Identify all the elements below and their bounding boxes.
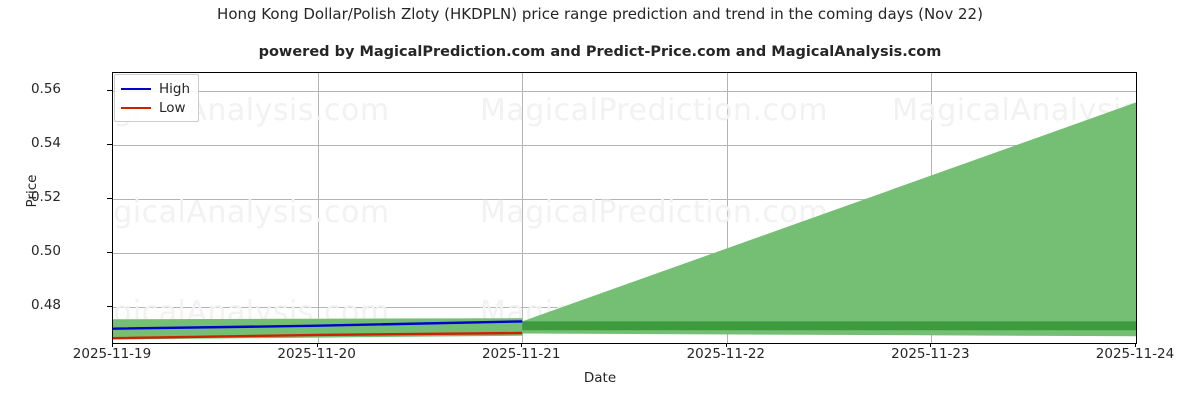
gridline-vertical xyxy=(1136,73,1137,343)
x-axis-tickmark xyxy=(112,343,113,347)
y-axis-tickmark xyxy=(107,305,112,307)
y-axis-tickmark xyxy=(107,143,112,145)
y-axis-tick: 0.52 xyxy=(30,188,61,205)
series-lines xyxy=(113,320,523,340)
y-axis-tickmark xyxy=(107,89,112,91)
x-axis-label: Date xyxy=(583,370,617,386)
x-axis-tickmark xyxy=(930,343,932,347)
plot-area: MagicalAnalysis.comMagicalPrediction.com… xyxy=(112,72,1137,344)
x-axis-tick: 2025-11-23 xyxy=(891,346,970,362)
legend-label-high: High xyxy=(159,80,191,97)
gridline-vertical xyxy=(522,73,524,343)
series-line-low xyxy=(113,331,523,340)
legend-swatch-low xyxy=(121,106,151,109)
x-axis-tickmark xyxy=(725,343,727,347)
x-axis-tickmark xyxy=(1135,343,1136,347)
chart-subtitle: powered by MagicalPrediction.com and Pre… xyxy=(258,44,942,60)
x-axis-tick: 2025-11-24 xyxy=(1095,346,1175,362)
series-layer xyxy=(113,102,1136,340)
series-line-high xyxy=(113,320,523,330)
legend-item-low: Low xyxy=(121,98,190,117)
legend-swatch-high xyxy=(121,87,151,90)
x-axis-tick: 2025-11-19 xyxy=(72,346,152,362)
x-axis-tick: 2025-11-22 xyxy=(686,346,766,362)
gridline-horizontal xyxy=(113,144,1136,146)
x-axis-tickmark xyxy=(521,343,523,347)
y-axis-tickmark xyxy=(107,197,112,199)
forecast-range-band xyxy=(522,102,1136,337)
x-axis-tick: 2025-11-21 xyxy=(481,346,561,362)
range-bands xyxy=(113,102,1136,340)
gridline-vertical xyxy=(726,73,728,343)
x-axis-tickmark xyxy=(316,343,318,347)
y-axis-tick: 0.56 xyxy=(30,80,61,97)
legend-item-high: High xyxy=(121,79,190,98)
gridline-horizontal xyxy=(113,90,1136,92)
gridline-vertical xyxy=(317,73,319,343)
legend-label-low: Low xyxy=(159,99,186,116)
gridline-horizontal xyxy=(113,252,1136,254)
x-axis-tick: 2025-11-20 xyxy=(277,346,356,362)
chart-legend: High Low xyxy=(114,74,200,122)
forecast-core-band xyxy=(522,321,1136,331)
y-axis-tick: 0.50 xyxy=(30,242,61,259)
y-axis-tickmark xyxy=(107,251,112,253)
gridline-horizontal xyxy=(113,198,1136,200)
y-axis-tick: 0.54 xyxy=(30,134,61,151)
y-axis-tick: 0.48 xyxy=(30,296,61,313)
chart-title: Hong Kong Dollar/Polish Zloty (HKDPLN) p… xyxy=(217,5,983,23)
